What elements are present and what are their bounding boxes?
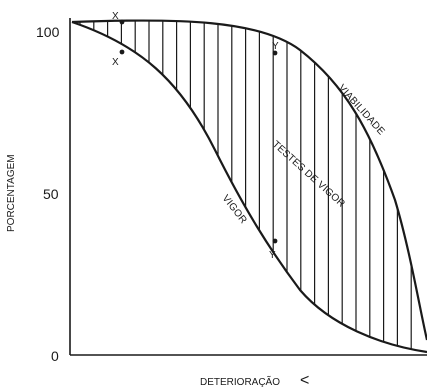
y-tick-0: 0 — [51, 348, 59, 364]
point-x-lower-label: X — [112, 57, 119, 68]
viability-label: VIABILIDADE — [336, 83, 387, 138]
viability-curve — [71, 19, 427, 341]
point-y-lower-label: Y — [269, 250, 276, 261]
point-x-upper-label: X — [112, 11, 119, 22]
vigor-curve — [71, 20, 427, 354]
y-tick-100: 100 — [36, 24, 60, 40]
vigor-label: VIGOR — [220, 193, 249, 226]
point-x-upper — [119, 19, 125, 25]
point-y-lower — [272, 238, 278, 244]
y-tick-50: 50 — [43, 186, 59, 202]
point-x-lower — [119, 49, 125, 55]
x-axis-arrow: < — [300, 372, 309, 389]
x-axis-title: DETERIORAÇÃO — [200, 375, 280, 388]
band-label: TESTES DE VIGOR — [270, 139, 347, 210]
y-axis-title: PORCENTAGEM — [6, 154, 17, 232]
point-y-upper-label: Y — [272, 41, 279, 52]
point-y-upper — [272, 50, 278, 56]
vigor-test-hatching — [79, 20, 412, 350]
